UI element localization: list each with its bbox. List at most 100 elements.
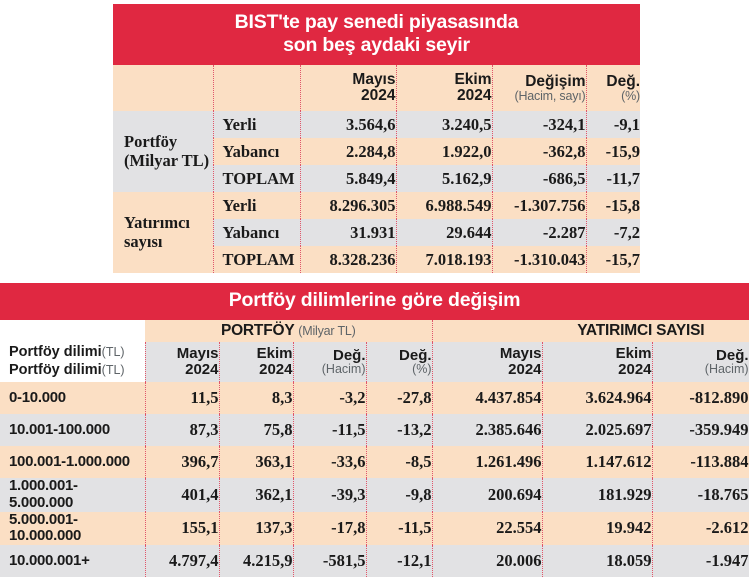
table-row: TOPLAM 8.328.236 7.018.193 -1.310.043 -1… <box>113 246 640 274</box>
table2-range-label: 100.001-1.000.000 <box>0 446 146 478</box>
table1-cell-may: 8.296.305 <box>300 192 397 220</box>
table2-cell-portfolio-oct: 363,1 <box>219 446 294 478</box>
table1-cell-change: -1.307.756 <box>492 192 587 220</box>
table1-grid: Mayıs 2024 Ekim 2024 Değişim (Hacim, sayı)… <box>113 65 640 274</box>
table2-cell-portfolio-pct: -8,5 <box>366 446 433 478</box>
table1-row-label: Yabancı <box>213 138 301 166</box>
table-row: 10.000.001+ 4.797,4 4.215,9 -581,5 -12,1… <box>0 545 749 577</box>
table2-cell-investors-may: 4.437.854 <box>432 382 543 414</box>
table2-group-portfolio: PORTFÖY (Milyar TL) <box>145 320 433 342</box>
table1-title-line1: BIST'te pay senedi piyasasında <box>234 11 519 33</box>
table1-cell-pct: -11,7 <box>586 165 640 193</box>
table1-cell-pct: -15,9 <box>586 138 640 166</box>
table1-cell-oct: 1.922,0 <box>396 138 493 166</box>
table1-cell-pct: -15,8 <box>586 192 640 220</box>
table-row: 100.001-1.000.000 396,7 363,1 -33,6 -8,5… <box>0 446 749 478</box>
table2-header-portfolio-pct: Değ. (%) <box>366 342 433 382</box>
table2-cell-investors-change: -359.949 <box>652 414 749 446</box>
table2-grid: PORTFÖY (Milyar TL) YATIRIMCI SAYISI Por… <box>0 320 749 577</box>
table1-cell-pct: -7,2 <box>586 219 640 247</box>
bist-market-table: BIST'te pay senedi piyasasında son beş a… <box>113 4 640 274</box>
table1-cell-may: 31.931 <box>300 219 397 247</box>
table2-cell-investors-may: 22.554 <box>432 511 543 546</box>
table2-header-portfolio-oct: Ekim 2024 <box>219 342 294 382</box>
table2-cell-investors-oct: 3.624.964 <box>542 382 653 414</box>
table1-cell-change: -324,1 <box>492 111 587 139</box>
table2-title: Portföy dilimlerine göre değişim <box>0 283 749 320</box>
table1-cell-may: 8.328.236 <box>300 246 397 274</box>
table2-header-investors-change: Değ. (Hacim) <box>652 342 749 382</box>
table1-row-label: Yerli <box>213 111 301 139</box>
table2-cell-portfolio-may: 401,4 <box>145 478 220 512</box>
table2-cell-portfolio-change: -17,8 <box>293 511 367 546</box>
table2-cell-portfolio-pct: -11,5 <box>366 511 433 546</box>
table1-header-may: Mayıs 2024 <box>300 65 397 112</box>
table2-cell-portfolio-may: 396,7 <box>145 446 220 478</box>
table2-header-investors-may: Mayıs 2024 <box>432 342 543 382</box>
table2-cell-portfolio-change: -581,5 <box>293 545 367 577</box>
table2-group-blank <box>0 320 145 342</box>
table1-header-blank1 <box>113 65 214 112</box>
table2-cell-investors-may: 1.261.496 <box>432 446 543 478</box>
table1-cell-pct: -15,7 <box>586 246 640 274</box>
table2-range-label: 5.000.001- 10.000.000 <box>0 511 146 546</box>
table2-cell-portfolio-may: 87,3 <box>145 414 220 446</box>
table2-cell-investors-may: 2.385.646 <box>432 414 543 446</box>
table2-cell-portfolio-change: -33,6 <box>293 446 367 478</box>
table2-cell-portfolio-change: -3,2 <box>293 382 367 414</box>
table2-cell-investors-oct: 1.147.612 <box>542 446 653 478</box>
table1-header-oct: Ekim 2024 <box>396 65 493 112</box>
table1-cell-oct: 5.162,9 <box>396 165 493 193</box>
table2-cell-investors-change: -1.947 <box>652 545 749 577</box>
table1-cell-change: -686,5 <box>492 165 587 193</box>
table1-cell-may: 5.849,4 <box>300 165 397 193</box>
table2-group-header-row: PORTFÖY (Milyar TL) YATIRIMCI SAYISI <box>0 320 749 342</box>
table-row: 0-10.000 11,5 8,3 -3,2 -27,8 4.437.854 3… <box>0 382 749 414</box>
table-row: TOPLAM 5.849,4 5.162,9 -686,5 -11,7 <box>113 165 640 193</box>
table2-cell-portfolio-pct: -13,2 <box>366 414 433 446</box>
table2-cell-portfolio-oct: 137,3 <box>219 511 294 546</box>
table2-cell-portfolio-oct: 75,8 <box>219 414 294 446</box>
table2-cell-portfolio-pct: -9,8 <box>366 478 433 512</box>
table2-cell-investors-change: -812.890 <box>652 382 749 414</box>
table2-cell-portfolio-pct: -27,8 <box>366 382 433 414</box>
table-row: 5.000.001- 10.000.000 155,1 137,3 -17,8 -… <box>0 511 749 546</box>
portfolio-slices-table: Portföy dilimlerine göre değişim PORTFÖY… <box>0 283 749 577</box>
table2-row-header-label: Portföy dilimi(TL) Portföy dilimi(TL) <box>0 342 146 382</box>
table2-group-investors: YATIRIMCI SAYISI <box>432 320 749 342</box>
table2-cell-portfolio-change: -39,3 <box>293 478 367 512</box>
table1-group-label-investors: Yatırımcı sayısı <box>113 192 214 274</box>
table2-cell-investors-may: 200.694 <box>432 478 543 512</box>
table1-header-row: Mayıs 2024 Ekim 2024 Değişim (Hacim, sayı)… <box>113 65 640 112</box>
table1-header-pct: Değ. (%) <box>586 65 640 112</box>
table1-row-label: TOPLAM <box>213 246 301 274</box>
table2-cell-portfolio-oct: 8,3 <box>219 382 294 414</box>
table1-row-label: Yabancı <box>213 219 301 247</box>
table1-title: BIST'te pay senedi piyasasında son beş a… <box>113 4 640 66</box>
table1-cell-may: 3.564,6 <box>300 111 397 139</box>
table2-cell-investors-oct: 18.059 <box>542 545 653 577</box>
table1-row-label: TOPLAM <box>213 165 301 193</box>
table-row: 1.000.001- 5.000.000 401,4 362,1 -39,3 -9… <box>0 477 749 512</box>
table-row: Yabancı 2.284,8 1.922,0 -362,8 -15,9 <box>113 138 640 166</box>
table1-title-line2: son beş aydaki seyir <box>283 33 470 56</box>
table2-cell-portfolio-may: 11,5 <box>145 382 220 414</box>
table1-header-change: Değişim (Hacim, sayı) <box>492 65 587 112</box>
table2-cell-portfolio-pct: -12,1 <box>366 545 433 577</box>
table1-cell-oct: 6.988.549 <box>396 192 493 220</box>
table2-cell-portfolio-oct: 4.215,9 <box>219 545 294 577</box>
table-row: 10.001-100.000 87,3 75,8 -11,5 -13,2 2.3… <box>0 414 749 446</box>
table2-column-header-row: Portföy dilimi(TL) Portföy dilimi(TL) Ma… <box>0 342 749 382</box>
table2-cell-portfolio-may: 155,1 <box>145 511 220 546</box>
table2-range-label: 10.001-100.000 <box>0 414 146 446</box>
table2-header-portfolio-may: Mayıs 2024 <box>145 342 220 382</box>
table-row: Yatırımcı sayısı Yerli 8.296.305 6.988.54… <box>113 192 640 274</box>
table-row: Yabancı 31.931 29.644 -2.287 -7,2 <box>113 219 640 247</box>
table1-cell-oct: 29.644 <box>396 219 493 247</box>
table2-cell-investors-may: 20.006 <box>432 545 543 577</box>
table2-cell-investors-change: -2.612 <box>652 511 749 546</box>
table2-range-label: 10.000.001+ <box>0 545 146 577</box>
table1-cell-change: -362,8 <box>492 138 587 166</box>
table2-cell-investors-change: -113.884 <box>652 446 749 478</box>
table2-cell-investors-oct: 19.942 <box>542 511 653 546</box>
